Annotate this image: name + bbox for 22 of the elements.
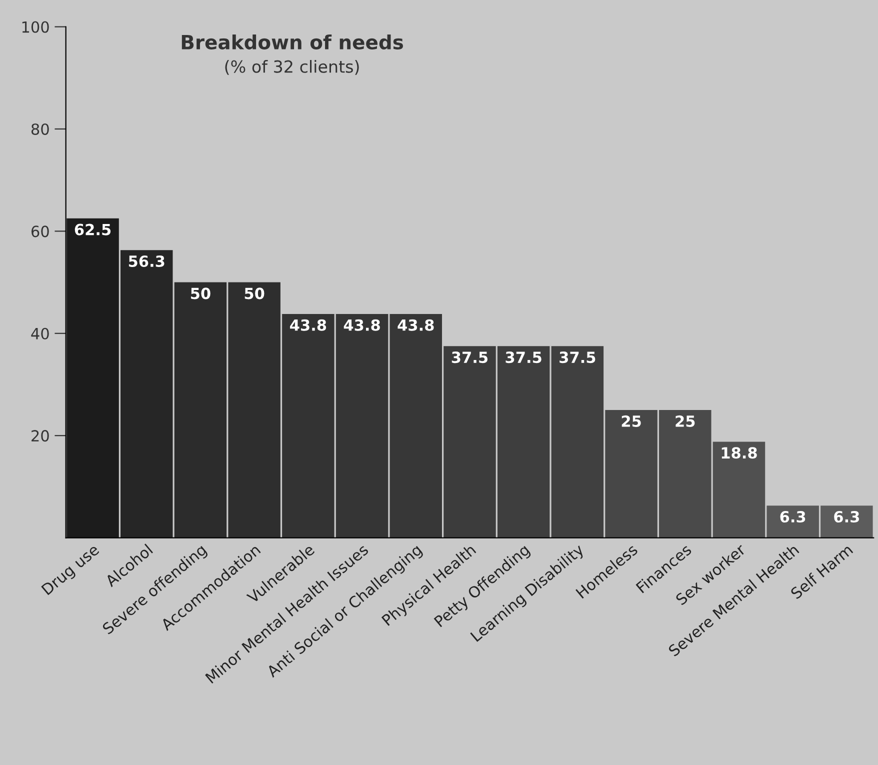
y-tick-label: 20 [32,430,49,442]
data-label: 25 [676,415,695,427]
data-label: 37.5 [452,352,488,364]
data-label: 6.3 [780,510,806,523]
y-tick-label: 80 [31,123,49,135]
data-label: 43.8 [398,319,434,331]
data-label: 25 [622,415,641,427]
data-label: 37.5 [560,352,596,364]
data-label: 37.5 [506,352,542,364]
text: (% of 32 clients) [225,60,359,75]
y-tick-label: 60 [32,226,49,238]
data-label: 18.8 [722,447,757,459]
data-label: 6.3 [834,510,859,523]
data-label: 43.8 [344,319,380,331]
chart-title: Breakdown of needs [182,34,403,50]
data-label: 50 [191,288,210,300]
data-label: 43.8 [290,319,326,331]
data-label: 62.5 [74,224,111,236]
data-label: 50 [244,288,264,300]
y-tick-label: 40 [31,328,49,340]
y-tick-label: 100 [22,21,49,33]
data-label: 56.3 [128,255,164,268]
